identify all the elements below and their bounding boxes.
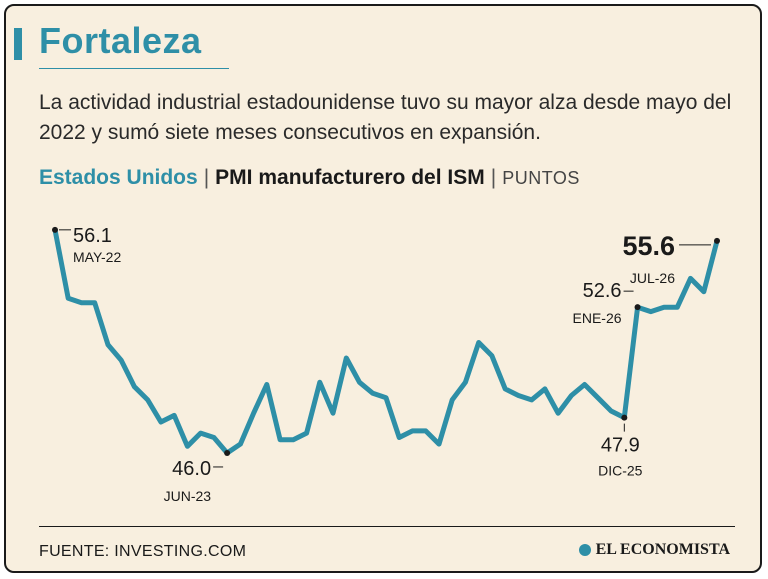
annotation-value-ene-26: 52.6 bbox=[583, 280, 622, 302]
chart-country: Estados Unidos bbox=[39, 166, 198, 189]
annotation-value-jul-26: 55.6 bbox=[622, 231, 675, 261]
line-chart: 56.1 MAY-22 46.0 JUN-23 47.9 DIC-25 52.6 ENE-26… bbox=[52, 225, 720, 504]
annotation-date-dic-25: DIC-25 bbox=[598, 463, 643, 479]
annotation-dot-dic-25 bbox=[621, 414, 628, 421]
infographic-card: Fortaleza La actividad industrial estado… bbox=[4, 4, 762, 573]
annotation-dot-jul-26 bbox=[714, 237, 720, 244]
subtitle: La actividad industrial estadounidense t… bbox=[39, 91, 732, 144]
source-note: FUENTE: INVESTING.COM bbox=[39, 543, 247, 560]
annotation-value-jun-23: 46.0 bbox=[172, 458, 211, 480]
brand-mark-icon bbox=[578, 544, 591, 556]
chart-unit: PUNTOS bbox=[502, 168, 580, 188]
annotation-date-jul-26: JUL-26 bbox=[630, 270, 675, 286]
annotation-dot-may-22 bbox=[52, 226, 58, 233]
annotation-date-ene-26: ENE-26 bbox=[573, 310, 622, 326]
annotation-dot-jun-23 bbox=[224, 449, 231, 456]
pmi-series-line bbox=[52, 227, 720, 456]
annotation-date-may-22: MAY-22 bbox=[73, 249, 121, 265]
brand-logo: EL ECONOMISTA bbox=[578, 541, 730, 559]
chart-series-name: PMI manufacturero del ISM bbox=[215, 166, 485, 189]
title-accent-bar bbox=[14, 28, 22, 60]
brand-name: EL ECONOMISTA bbox=[595, 541, 730, 558]
chart-header: Estados Unidos | PMI manufacturero del ISM… bbox=[39, 166, 580, 190]
page-title: Fortaleza bbox=[39, 20, 202, 61]
annotation-dot-ene-26 bbox=[634, 304, 641, 311]
annotation-value-may-22: 56.1 bbox=[73, 225, 112, 247]
chart-header-separator: | bbox=[203, 166, 210, 189]
annotation-date-jun-23: JUN-23 bbox=[164, 488, 212, 504]
footer-divider bbox=[39, 526, 735, 527]
title-underline bbox=[39, 68, 229, 69]
chart-header-separator-2: | bbox=[490, 166, 497, 189]
annotation-value-dic-25: 47.9 bbox=[601, 435, 640, 457]
